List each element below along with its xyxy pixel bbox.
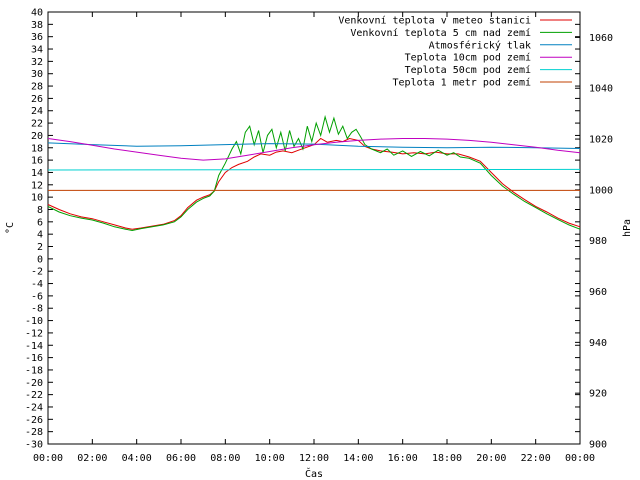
series-lines [47,114,581,232]
y-tick-label: 20 [31,131,43,142]
y-tick-label: 22 [31,119,43,130]
y-tick-label: -8 [31,304,43,315]
y2-tick-label: 900 [589,440,607,451]
y-tick-label: -20 [25,378,43,389]
y2-axis-ticks: 1060 1040 1020 1000 980 960 940 920 900 [575,33,613,451]
y-tick-label: 26 [31,94,43,105]
y2-tick-label: 920 [589,389,607,400]
y-tick-label: 24 [31,106,43,117]
x-tick-label: 12:00 [299,453,329,464]
y-tick-label: -12 [25,328,43,339]
x-tick-label: 18:00 [432,453,462,464]
y-tick-label: -26 [25,415,43,426]
y-tick-label: 4 [37,230,43,241]
y-tick-label: 2 [37,242,43,253]
y-tick-label: 34 [31,45,43,56]
y-tick-label: 18 [31,143,43,154]
legend-label: Teplota 10cm pod zemí [405,52,531,64]
y2-tick-label: 1020 [589,135,613,146]
y-tick-label: 32 [31,57,43,68]
x-axis-ticks: 00:00 02:00 04:00 06:00 08:00 10:00 12:00 14:00… [33,12,595,464]
x-tick-label: 02:00 [77,453,107,464]
y2-tick-label: 980 [589,236,607,247]
x-tick-label: 00:00 [33,453,63,464]
y-axis-ticks: 4038363432302826242220181614121086420-2-… [25,8,580,451]
x-tick-label: 14:00 [343,453,373,464]
legend-label: Venkovní teplota v meteo stanici [338,15,531,27]
y-tick-label: 30 [31,69,43,80]
y-tick-label: -22 [25,390,43,401]
y-tick-label: -16 [25,353,43,364]
x-tick-label: 20:00 [476,453,506,464]
legend-label: Atmosférický tlak [429,39,531,51]
series-line-2 [47,114,581,232]
y2-tick-label: 1040 [589,84,613,95]
y-tick-label: 14 [31,168,43,179]
x-tick-label: 00:00 [565,453,595,464]
legend-label: Venkovní teplota 5 cm nad zemí [350,27,531,39]
x-tick-label: 08:00 [210,453,240,464]
y2-tick-label: 960 [589,287,607,298]
legend-label: Teplota 50cm pod zemí [405,64,531,76]
x-axis-label: Čas [305,467,323,480]
y-tick-label: 16 [31,156,43,167]
series-line-1 [47,137,581,230]
y-tick-label: -28 [25,427,43,438]
y-tick-label: -6 [31,291,43,302]
y2-tick-label: 940 [589,338,607,349]
y-tick-label: 6 [37,217,43,228]
y-tick-label: 38 [31,20,43,31]
x-tick-label: 04:00 [122,453,152,464]
y2-tick-label: 1000 [589,185,613,196]
y-tick-label: -10 [25,316,43,327]
y-tick-label: 10 [31,193,43,204]
y-axis-label: °C [5,222,16,234]
y2-axis-label: hPa [622,219,633,237]
x-tick-label: 06:00 [166,453,196,464]
y-tick-label: -2 [31,267,43,278]
y-tick-label: 36 [31,32,43,43]
y-tick-label: -4 [31,279,43,290]
y-tick-label: -14 [25,341,43,352]
y-tick-label: 40 [31,8,43,19]
y-tick-label: 0 [37,254,43,265]
y2-tick-label: 1060 [589,33,613,44]
x-tick-label: 16:00 [388,453,418,464]
y-tick-label: 8 [37,205,43,216]
legend-label: Teplota 1 metr pod zemí [393,77,531,89]
legend: Venkovní teplota v meteo staniciVenkovní… [338,15,572,89]
x-tick-label: 22:00 [521,453,551,464]
y-tick-label: -30 [25,440,43,451]
y-tick-label: -18 [25,365,43,376]
y-tick-label: 12 [31,180,43,191]
series-line-4 [47,138,581,161]
x-tick-label: 10:00 [255,453,285,464]
y-tick-label: 28 [31,82,43,93]
series-line-3 [47,142,581,149]
series-line-5 [47,168,581,171]
y-tick-label: -24 [25,402,43,413]
